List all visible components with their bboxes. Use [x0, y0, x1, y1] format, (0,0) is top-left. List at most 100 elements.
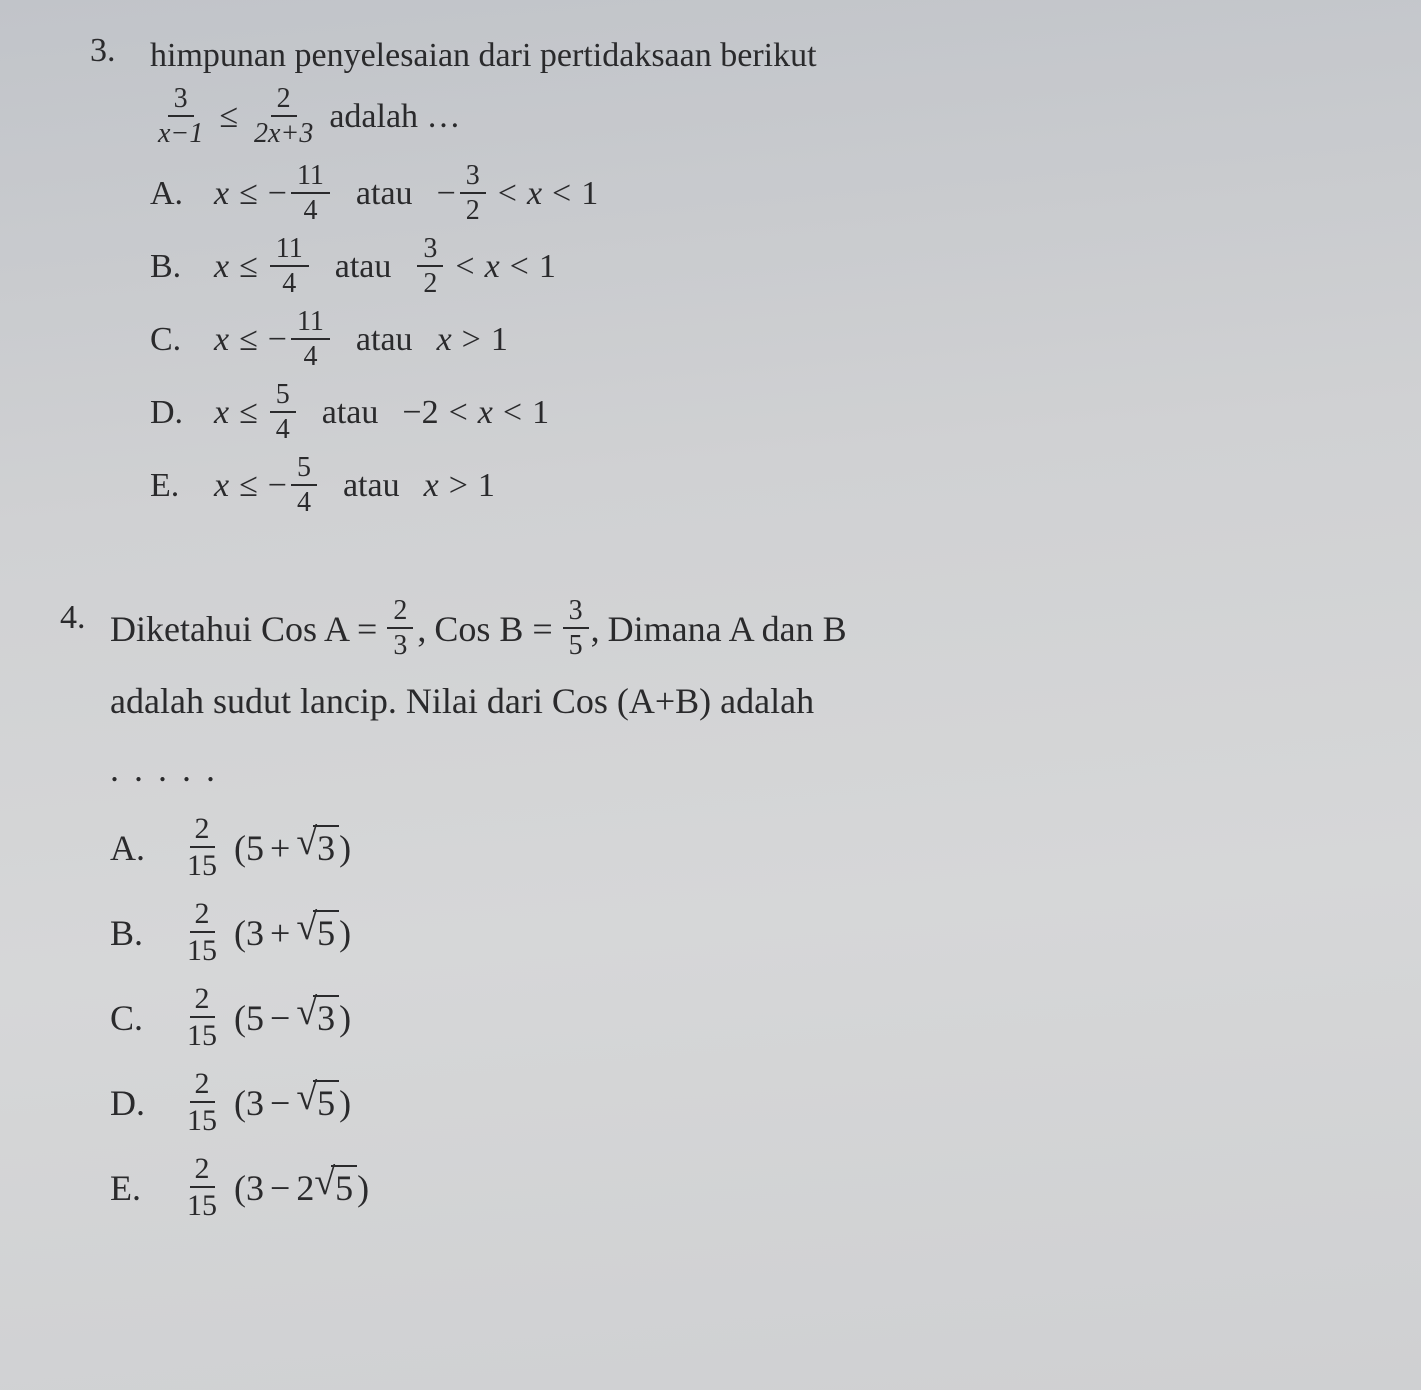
question-body: himpunan penyelesaian dari pertidaksaan …: [150, 30, 1361, 527]
negative-sign: −: [268, 460, 287, 511]
left-paren: (: [234, 1076, 246, 1130]
operator: ≤: [239, 168, 258, 219]
left-paren: (: [234, 906, 246, 960]
fraction: 215: [182, 1069, 222, 1136]
question-3: 3. himpunan penyelesaian dari pertidaksa…: [90, 30, 1361, 527]
radicand: 5: [313, 910, 339, 955]
operator: <: [449, 387, 468, 438]
operator: −: [270, 1076, 290, 1130]
fraction-cosA: 2 3: [387, 597, 413, 660]
left-paren: (: [234, 1161, 246, 1215]
right-paren: ): [339, 906, 351, 960]
option-letter: B.: [110, 906, 180, 960]
right-paren: ): [339, 991, 351, 1045]
operator: <: [552, 168, 571, 219]
relation-op: ≤: [219, 91, 238, 142]
fraction: 114: [291, 308, 330, 371]
variable: x: [214, 241, 229, 292]
option-content: x≤114atau32<x<1: [214, 235, 556, 298]
fraction: 215: [182, 984, 222, 1051]
connector-word: atau: [335, 241, 392, 292]
option-letter: B.: [150, 241, 214, 292]
sqrt: √5: [296, 1080, 339, 1125]
operator: <: [498, 168, 517, 219]
connector-word: atau: [356, 168, 413, 219]
number: 1: [491, 314, 508, 365]
sqrt: √3: [296, 995, 339, 1040]
radicand: 3: [313, 825, 339, 870]
paren-group: (3 − 2√5): [234, 1161, 369, 1215]
negative-sign: −: [437, 168, 456, 219]
right-paren: ): [357, 1161, 369, 1215]
negative-sign: −: [268, 168, 287, 219]
operator: +: [270, 821, 290, 875]
operator: −: [270, 1161, 290, 1215]
term-a: 5: [246, 821, 264, 875]
option-content: x≤−54ataux>1: [214, 454, 495, 517]
variable: x: [527, 168, 542, 219]
operator: >: [462, 314, 481, 365]
question-body: Diketahui Cos A = 2 3 , Cos B = 3 5 , Di…: [110, 597, 1361, 1239]
option-content: 215(5 − √3): [180, 984, 351, 1051]
option-row: B.x≤114atau32<x<1: [150, 235, 1361, 298]
number: 1: [478, 460, 495, 511]
variable: x: [478, 387, 493, 438]
variable: x: [485, 241, 500, 292]
option-letter: C.: [110, 991, 180, 1045]
fraction-rhs: 2 2x+3: [248, 85, 319, 148]
variable: x: [424, 460, 439, 511]
operator: ≤: [239, 314, 258, 365]
option-content: x≤54atau−2<x<1: [214, 381, 549, 444]
question-number: 4.: [60, 597, 110, 637]
variable: x: [214, 460, 229, 511]
option-letter: A.: [150, 168, 214, 219]
option-letter: D.: [150, 387, 214, 438]
operator: +: [270, 906, 290, 960]
option-row: C.215(5 − √3): [110, 984, 1361, 1051]
right-paren: ): [339, 1076, 351, 1130]
option-content: x≤−114ataux>1: [214, 308, 508, 371]
operator: <: [455, 241, 474, 292]
number: 1: [539, 241, 556, 292]
variable: x: [214, 314, 229, 365]
option-row: E.x≤−54ataux>1: [150, 454, 1361, 517]
paren-group: (3 − √5): [234, 1076, 351, 1130]
sqrt: √3: [296, 825, 339, 870]
fraction-cosB: 3 5: [563, 597, 589, 660]
option-row: C.x≤−114ataux>1: [150, 308, 1361, 371]
option-letter: E.: [150, 460, 214, 511]
left-paren: (: [234, 821, 246, 875]
fraction: 215: [182, 1154, 222, 1221]
operator: <: [503, 387, 522, 438]
right-paren: ): [339, 821, 351, 875]
paren-group: (3 + √5): [234, 906, 351, 960]
fraction: 215: [182, 814, 222, 881]
fraction: 215: [182, 899, 222, 966]
option-letter: A.: [110, 821, 180, 875]
comma: ,: [591, 602, 600, 656]
operator: ≤: [239, 387, 258, 438]
paren-group: (5 + √3): [234, 821, 351, 875]
question-number: 3.: [90, 30, 150, 70]
operator: −: [270, 991, 290, 1045]
term-b: 2: [296, 1161, 314, 1215]
fraction: 54: [270, 381, 296, 444]
fraction: 32: [460, 162, 486, 225]
number: 1: [581, 168, 598, 219]
connector-word: atau: [356, 314, 413, 365]
fraction: 32: [417, 235, 443, 298]
option-row: B.215 (3 + √5): [110, 899, 1361, 966]
operator: ≤: [239, 460, 258, 511]
stem-text-3: Dimana A dan B: [608, 602, 847, 656]
variable: x: [214, 387, 229, 438]
option-content: x≤−114atau−32<x<1: [214, 162, 598, 225]
option-letter: E.: [110, 1161, 180, 1215]
term-a: 3: [246, 906, 264, 960]
options-list: A.215(5 + √3)B.215(3 + √5)C.215(5 − √3)D…: [110, 814, 1361, 1221]
stem-text-1: Diketahui Cos A =: [110, 602, 377, 656]
left-paren: (: [234, 991, 246, 1045]
option-content: 215 (3 − √5): [180, 1069, 351, 1136]
term-a: 3: [246, 1076, 264, 1130]
variable: x: [437, 314, 452, 365]
sqrt: √5: [314, 1165, 357, 1210]
